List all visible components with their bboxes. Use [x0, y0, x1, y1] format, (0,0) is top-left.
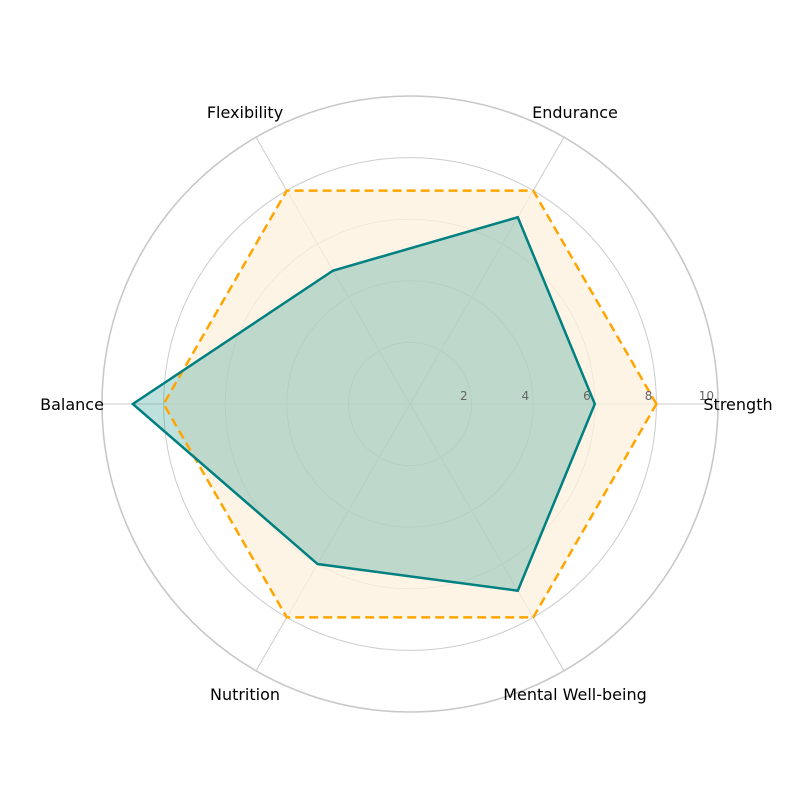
axis-label-mental-well-being: Mental Well-being [503, 685, 647, 704]
axis-label-flexibility: Flexibility [207, 103, 283, 122]
series-1-line [162, 189, 658, 619]
series-0-line [130, 215, 597, 593]
tick-label-layer: 2 4 6 8 10 [460, 389, 714, 403]
r-tick-label-10: 10 [699, 389, 714, 403]
r-tick-label-4: 4 [522, 389, 530, 403]
axis-label-layer: Strength Endurance Flexibility Balance Nutri… [40, 103, 773, 704]
axis-label-nutrition: Nutrition [210, 685, 280, 704]
r-tick-label-6: 6 [583, 389, 591, 403]
r-tick-label-8: 8 [645, 389, 653, 403]
series-1-area [163, 190, 657, 618]
series-0-area [132, 217, 595, 591]
r-tick-label-2: 2 [460, 389, 468, 403]
series-layer [130, 189, 658, 619]
axis-label-strength: Strength [703, 395, 772, 414]
axis-label-balance: Balance [40, 395, 104, 414]
axis-label-endurance: Endurance [532, 103, 618, 122]
